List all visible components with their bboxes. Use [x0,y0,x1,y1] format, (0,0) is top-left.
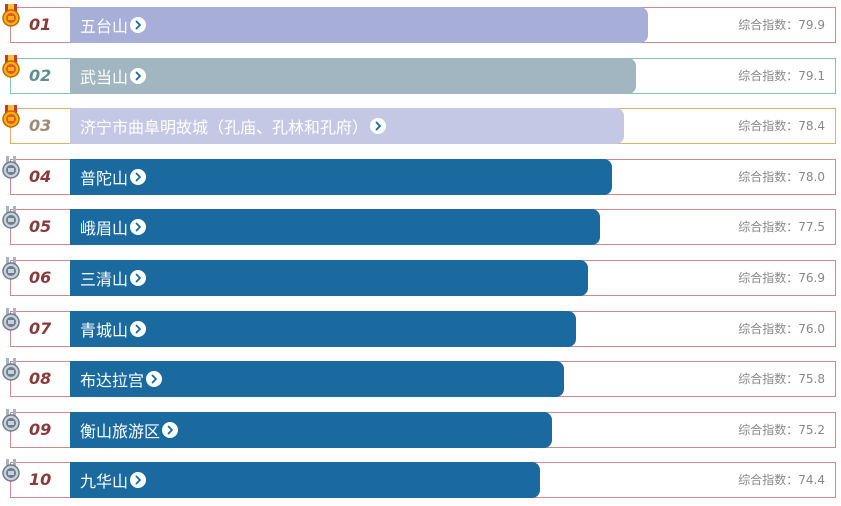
composite-index-label: 综合指数： [738,169,799,184]
composite-index: 综合指数：78.0 [738,160,825,194]
composite-index-value: 78.4 [798,119,825,134]
composite-index-value: 75.2 [798,422,825,437]
composite-index-label: 综合指数： [738,271,799,285]
score-bar[interactable]: 济宁市曲阜明故城（孔庙、孔林和孔府） [70,108,624,145]
chevron-right-icon[interactable] [130,67,147,84]
ranking-row[interactable]: 07 青城山 综合指数：76.0 [2,307,836,347]
composite-index-value: 77.5 [798,220,825,235]
ranking-row[interactable]: 09 衡山旅游区 综合指数：75.2 [2,408,836,448]
composite-index-label: 综合指数： [738,18,799,32]
silver-medal-icon [1,155,21,180]
composite-index-value: 75.8 [798,372,825,387]
chevron-right-icon[interactable] [130,17,147,33]
composite-index: 综合指数：77.5 [738,210,825,244]
ranking-row[interactable]: 10 九华山 综合指数：74.4 [2,459,836,499]
chevron-right-icon[interactable] [370,118,387,135]
rank-number: 07 [29,318,52,338]
rank-number: 03 [29,116,52,136]
composite-index-label: 综合指数： [738,422,799,437]
composite-index-value: 76.0 [798,321,825,336]
composite-index: 综合指数：79.9 [738,8,825,42]
attraction-name[interactable]: 济宁市曲阜明故城（孔庙、孔林和孔府） [80,118,369,138]
attraction-name[interactable]: 峨眉山 [80,219,129,239]
rank-number: 05 [29,217,52,237]
attraction-name[interactable]: 三清山 [80,270,129,289]
composite-index-label: 综合指数： [738,372,799,387]
composite-index: 综合指数：76.9 [738,261,825,295]
attraction-name[interactable]: 青城山 [80,320,129,340]
score-bar[interactable]: 九华山 [70,462,540,499]
composite-index-label: 综合指数： [738,119,799,134]
gold-medal-icon [1,4,21,28]
attraction-name[interactable]: 布达拉宫 [80,371,145,391]
composite-index-label: 综合指数： [738,321,799,336]
chevron-right-icon[interactable] [130,320,147,337]
score-bar[interactable]: 三清山 [70,260,588,296]
score-bar[interactable]: 武当山 [70,57,636,94]
score-bar[interactable]: 衡山旅游区 [70,411,552,448]
score-bar[interactable]: 普陀山 [70,158,612,195]
silver-medal-icon [1,307,21,332]
composite-index: 综合指数：76.0 [738,312,825,346]
ranking-row[interactable]: 08 布达拉宫 综合指数：75.8 [2,358,836,398]
gold-medal-icon [1,54,21,79]
silver-medal-icon [1,257,21,281]
rank-number: 10 [29,470,52,490]
ranking-row[interactable]: 02 武当山 综合指数：79.1 [2,54,836,94]
attraction-name[interactable]: 武当山 [80,67,129,87]
composite-index-value: 79.1 [798,68,825,83]
chevron-right-icon[interactable] [162,421,179,438]
attraction-name[interactable]: 普陀山 [80,168,129,188]
composite-index-label: 综合指数： [738,220,799,235]
ranking-row[interactable]: 01 五台山 综合指数：79.9 [2,4,836,43]
chevron-right-icon[interactable] [146,371,163,388]
composite-index-label: 综合指数： [738,473,799,488]
rank-number: 06 [29,268,52,287]
composite-index: 综合指数：74.4 [738,463,825,497]
chevron-right-icon[interactable] [130,219,147,236]
composite-index-value: 76.9 [798,271,825,285]
composite-index-value: 78.0 [798,169,825,184]
composite-index-value: 79.9 [798,18,825,32]
gold-medal-icon [1,105,21,129]
ranking-row[interactable]: 05 峨眉山 综合指数：77.5 [2,206,836,246]
rank-number: 04 [29,166,52,186]
score-bar[interactable]: 布达拉宫 [70,361,564,398]
composite-index-value: 74.4 [798,473,825,488]
chevron-right-icon[interactable] [130,472,147,489]
attraction-name[interactable]: 九华山 [80,472,129,492]
chevron-right-icon[interactable] [130,270,147,286]
composite-index: 综合指数：75.8 [738,362,825,396]
ranking-row[interactable]: 03 济宁市曲阜明故城（孔庙、孔林和孔府） 综合指数：78.4 [2,105,836,145]
rank-number: 08 [29,369,52,389]
silver-medal-icon [1,206,21,230]
chevron-right-icon[interactable] [130,168,147,185]
silver-medal-icon [1,459,21,483]
score-bar[interactable]: 青城山 [70,310,576,347]
composite-index: 综合指数：79.1 [738,59,825,93]
score-bar[interactable]: 峨眉山 [70,209,600,246]
silver-medal-icon [1,358,21,382]
attraction-name[interactable]: 五台山 [80,17,129,36]
rank-number: 01 [29,15,52,34]
composite-index-label: 综合指数： [738,68,799,83]
attraction-name[interactable]: 衡山旅游区 [80,421,161,441]
score-bar[interactable]: 五台山 [70,7,648,43]
ranking-row[interactable]: 06 三清山 综合指数：76.9 [2,257,836,296]
rank-number: 02 [29,65,52,85]
ranking-row[interactable]: 04 普陀山 综合指数：78.0 [2,155,836,195]
composite-index: 综合指数：75.2 [738,413,825,447]
rank-number: 09 [29,419,52,439]
composite-index: 综合指数：78.4 [738,109,825,143]
silver-medal-icon [1,408,21,433]
